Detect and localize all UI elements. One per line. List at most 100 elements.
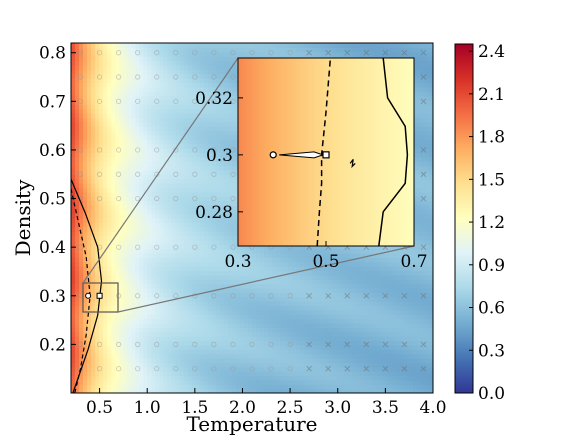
inset-boundary-fragment: [349, 159, 356, 169]
x-tick-label: 0.5: [86, 398, 113, 418]
x-tick-label: 3.5: [372, 398, 399, 418]
sample-marker: [268, 366, 274, 372]
sample-marker: [363, 49, 370, 56]
sample-marker: [268, 293, 274, 299]
colorbar-tick-label: 0.9: [478, 256, 505, 276]
sample-marker: [249, 293, 255, 299]
sample-marker: [306, 49, 312, 56]
x-tick-label: 1.5: [181, 398, 208, 418]
sample-marker: [116, 195, 122, 202]
sample-marker: [96, 74, 103, 80]
sample-marker: [325, 365, 332, 372]
sample-marker: [96, 341, 103, 347]
square-marker: [96, 292, 103, 299]
y-tick-label: 0.3: [39, 287, 66, 307]
sample-marker: [287, 293, 293, 299]
y-tick-label: 0.7: [39, 92, 66, 112]
colorbar: [454, 43, 474, 394]
solid-boundary-line: [71, 178, 103, 393]
y-axis-ticks: 0.2 0.3 0.4 0.5 0.6 0.7 0.8: [39, 44, 76, 355]
sample-marker: [135, 171, 141, 177]
inset-circle-marker: [269, 151, 277, 159]
y-axis-label: Density: [11, 179, 35, 256]
sample-marker: [116, 244, 122, 250]
sample-marker: [173, 50, 179, 56]
colorbar-tick-label: 0.6: [478, 299, 505, 319]
sample-marker: [116, 293, 122, 299]
sample-marker: [363, 292, 370, 299]
circle-marker: [85, 292, 92, 299]
sample-marker: [211, 293, 217, 299]
sample-marker: [154, 74, 160, 80]
y-tick-label: 0.2: [39, 335, 66, 355]
sample-marker: [77, 50, 84, 56]
sample-marker: [192, 341, 198, 347]
colorbar-tick-label: 2.1: [478, 85, 505, 105]
sample-marker: [192, 147, 198, 153]
sample-marker: [96, 171, 103, 177]
sample-marker: [192, 171, 198, 177]
sample-marker: [173, 195, 179, 202]
sample-marker: [420, 365, 427, 372]
sample-marker: [230, 195, 236, 202]
sample-marker: [211, 366, 217, 372]
sample-marker: [344, 341, 351, 348]
sample-marker: [420, 341, 427, 348]
sample-marker: [173, 98, 179, 104]
sample-marker: [344, 292, 351, 299]
sample-marker: [230, 98, 236, 104]
sample-marker: [154, 147, 160, 153]
main-plot-frame: [70, 42, 434, 394]
sample-marker: [173, 293, 179, 299]
sample-marker: [420, 292, 427, 299]
sample-marker: [154, 195, 160, 202]
sample-marker: [154, 293, 160, 299]
inset-y-tick-label: 0.3: [206, 146, 233, 166]
sample-marker: [116, 50, 122, 56]
sample-marker: [192, 244, 198, 250]
x-tick-label: 4.0: [419, 398, 446, 418]
sample-marker: [420, 147, 427, 153]
sample-marker: [154, 244, 160, 250]
inset-heatmap: [238, 58, 414, 246]
sample-marker: [211, 195, 217, 202]
y-tick-label: 0.4: [39, 238, 66, 258]
sample-marker: [96, 50, 103, 56]
sample-marker: [249, 366, 255, 372]
sample-marker: [344, 365, 351, 372]
sample-marker: [306, 292, 312, 299]
sample-marker: [230, 366, 236, 372]
sample-marker: [401, 49, 408, 56]
sample-marker: [420, 49, 427, 56]
sample-marker: [192, 195, 198, 202]
sample-marker: [211, 171, 217, 177]
sample-marker: [135, 341, 141, 347]
sample-marker: [420, 195, 427, 202]
sample-marker: [77, 98, 84, 104]
colorbar-tick-label: 2.4: [478, 42, 505, 62]
inset-solid-boundary: [378, 58, 409, 246]
inset-x-tick-label: 0.7: [400, 252, 427, 272]
sample-marker: [154, 366, 160, 372]
sample-marker: [230, 341, 236, 347]
sample-marker: [192, 98, 198, 104]
sample-marker: [135, 366, 141, 372]
x-tick-label: 2.5: [277, 398, 304, 418]
sample-marker: [211, 74, 217, 80]
sample-marker: [230, 293, 236, 299]
sample-marker: [192, 366, 198, 372]
sample-marker: [77, 147, 84, 153]
sample-marker: [173, 244, 179, 250]
sample-marker: [211, 98, 217, 104]
sample-marker: [382, 292, 389, 299]
inset-dashed-boundary: [316, 58, 332, 246]
inset-y-tick-label: 0.32: [195, 89, 233, 109]
sample-marker: [116, 366, 122, 372]
y-tick-label: 0.8: [39, 44, 66, 64]
sample-marker: [135, 74, 141, 80]
sample-marker: [268, 341, 274, 347]
sample-marker: [382, 341, 389, 348]
sample-marker: [420, 98, 427, 105]
y-tick-label: 0.6: [39, 141, 66, 161]
sample-marker: [116, 341, 122, 347]
